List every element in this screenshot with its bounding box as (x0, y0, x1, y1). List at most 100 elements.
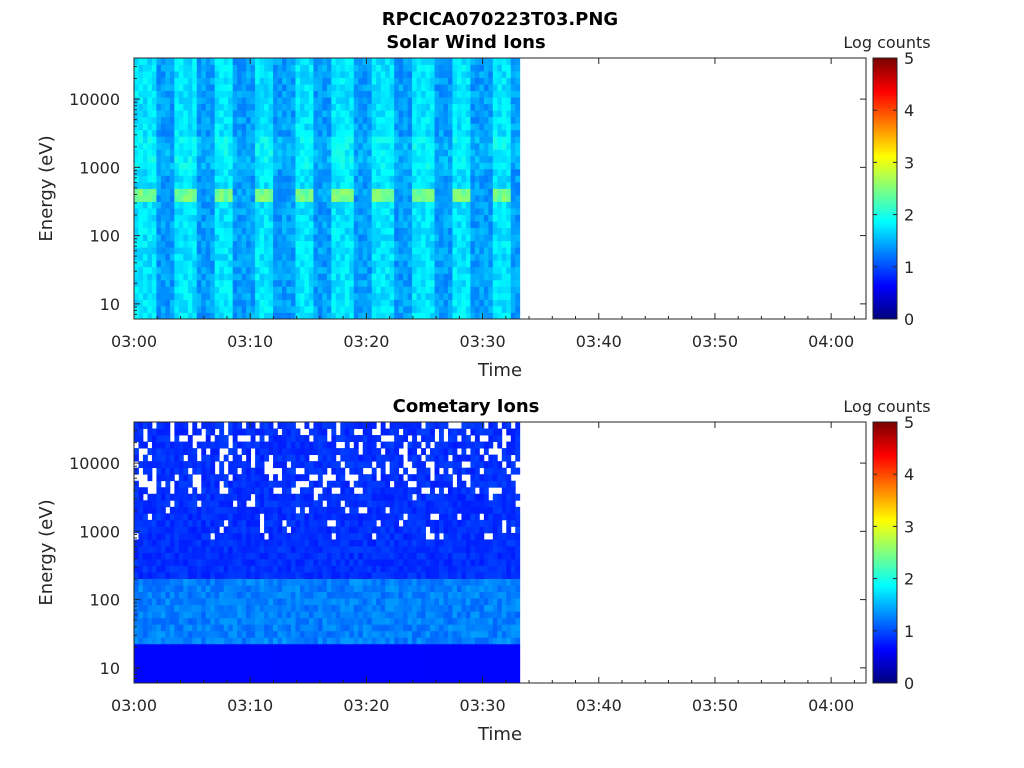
heatmap-cell (492, 312, 498, 320)
heatmap-cell (340, 116, 346, 124)
heatmap-cell (313, 168, 319, 176)
heatmap-cell (237, 532, 243, 540)
heatmap-cell (160, 273, 166, 281)
colorbar-segment (873, 203, 897, 207)
heatmap-cell (196, 604, 202, 612)
heatmap-cell (371, 155, 377, 163)
heatmap-cell (295, 299, 301, 307)
heatmap-cell (465, 175, 471, 183)
heatmap-cell (223, 97, 229, 105)
heatmap-cell (138, 181, 144, 189)
heatmap-cell (259, 260, 265, 268)
heatmap-cell (264, 454, 269, 462)
heatmap-cell (282, 604, 287, 612)
heatmap-cell (317, 221, 323, 229)
heatmap-cell (286, 77, 292, 85)
heatmap-cell (474, 175, 480, 183)
heatmap-cell (237, 214, 243, 222)
heatmap-cell (421, 97, 426, 105)
heatmap-cell (196, 84, 202, 92)
heatmap-cell (259, 572, 265, 580)
heatmap-cell (255, 181, 260, 189)
heatmap-cell (138, 611, 144, 619)
heatmap-cell (255, 208, 260, 215)
heatmap-cell (430, 260, 435, 268)
heatmap-cell (362, 103, 368, 111)
heatmap-cell (452, 253, 458, 261)
heatmap-cell (416, 116, 422, 124)
heatmap-cell (326, 208, 332, 215)
heatmap-cell (295, 90, 301, 98)
heatmap-cell (196, 461, 202, 469)
heatmap-cell (147, 435, 153, 442)
heatmap-cell (183, 155, 189, 163)
heatmap-cell (394, 299, 400, 307)
heatmap-cell (497, 162, 503, 170)
heatmap-cell (299, 142, 305, 150)
heatmap-cell (259, 467, 265, 475)
heatmap-cell (277, 500, 283, 508)
heatmap-cell (349, 253, 355, 261)
heatmap-cell (219, 299, 225, 307)
heatmap-cell (219, 123, 225, 131)
heatmap-cell (232, 617, 238, 625)
heatmap-cell (501, 162, 507, 170)
heatmap-cell (205, 162, 211, 170)
heatmap-cell (183, 611, 189, 619)
heatmap-cell (201, 195, 207, 202)
heatmap-cell (196, 195, 202, 202)
heatmap-cell (465, 305, 471, 313)
heatmap-cell (331, 136, 337, 144)
heatmap-cell (515, 84, 521, 92)
heatmap-cell (142, 305, 148, 313)
heatmap-cell (156, 474, 162, 482)
heatmap-cell (210, 162, 216, 170)
heatmap-cell (178, 90, 184, 98)
heatmap-cell (273, 168, 278, 176)
heatmap-cell (349, 64, 355, 72)
heatmap-cell (142, 312, 148, 320)
heatmap-cell (241, 201, 247, 209)
heatmap-cell (232, 142, 238, 150)
heatmap-cell (412, 136, 417, 144)
heatmap-cell (273, 240, 278, 248)
heatmap-cell (156, 292, 162, 300)
heatmap-cell (165, 116, 171, 124)
heatmap-cell (147, 234, 153, 242)
colorbar-segment (873, 303, 897, 307)
heatmap-cell (389, 247, 395, 255)
heatmap-cell (264, 103, 269, 111)
heatmap-cell (147, 500, 153, 508)
heatmap-cell (313, 214, 319, 222)
heatmap-cell (353, 227, 359, 235)
heatmap-cell (232, 669, 238, 677)
heatmap-cell (241, 611, 247, 619)
heatmap-cell (447, 90, 453, 98)
heatmap-cell (308, 195, 314, 202)
heatmap-cell (290, 175, 296, 183)
heatmap-cell (353, 149, 359, 157)
heatmap-cell (286, 292, 292, 300)
heatmap-cell (474, 136, 480, 144)
heatmap-cell (385, 175, 391, 183)
heatmap-cell (147, 279, 153, 287)
heatmap-cell (425, 84, 431, 92)
heatmap-cell (277, 454, 283, 462)
heatmap-cell (268, 103, 274, 111)
heatmap-cell (192, 208, 198, 215)
heatmap-cell (295, 305, 301, 313)
heatmap-cell (259, 227, 265, 235)
heatmap-cell (151, 656, 157, 664)
heatmap-cell (156, 669, 162, 677)
heatmap-cell (214, 175, 220, 183)
heatmap-cell (515, 71, 521, 78)
heatmap-cell (187, 643, 193, 651)
heatmap-cell (443, 195, 449, 202)
heatmap-cell (443, 253, 449, 261)
heatmap-cell (219, 97, 225, 105)
heatmap-cell (196, 175, 202, 183)
heatmap-cell (160, 58, 166, 65)
heatmap-cell (268, 559, 274, 566)
heatmap-cell (313, 136, 319, 144)
heatmap-cell (228, 312, 234, 320)
